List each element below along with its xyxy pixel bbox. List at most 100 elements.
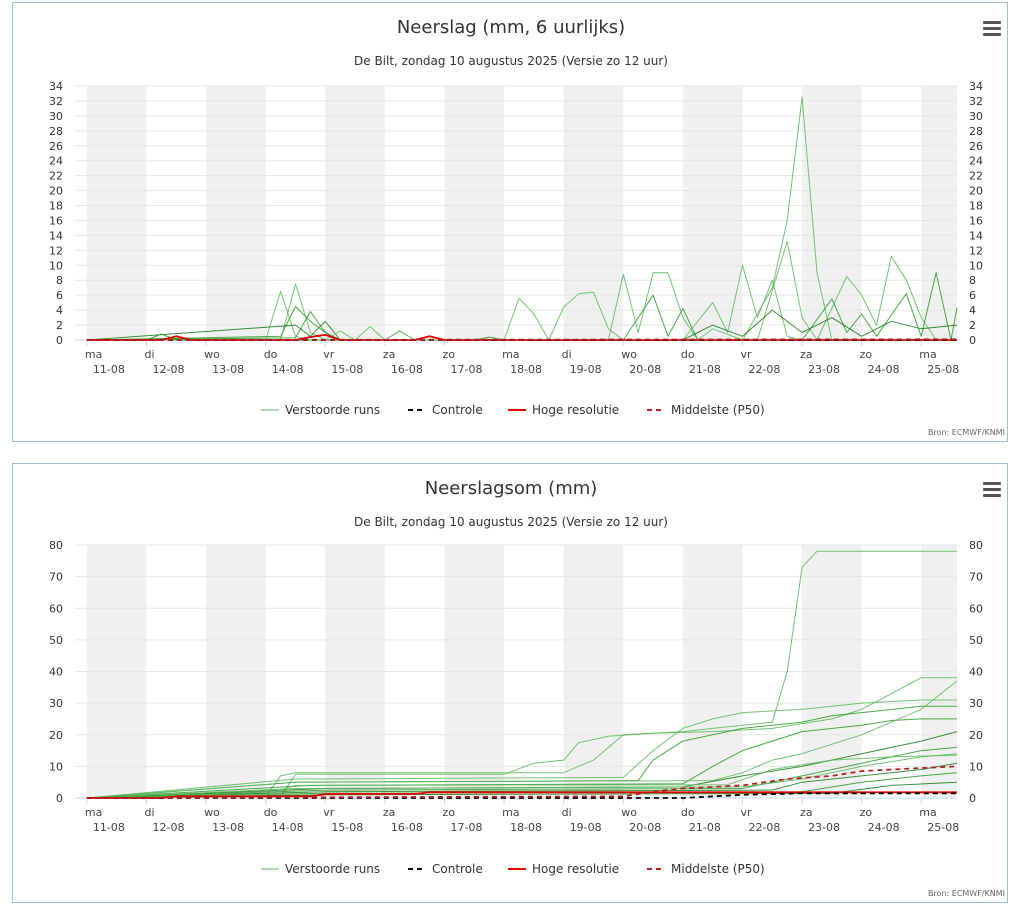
x-tick-date: 12-08 bbox=[153, 363, 185, 376]
x-tick-date: 18-08 bbox=[510, 821, 542, 834]
y-tick-label-left: 20 bbox=[49, 185, 63, 198]
chart-menu-icon[interactable] bbox=[983, 21, 1001, 36]
chart-panel-neerslagsom: Neerslagsom (mm) De Bilt, zondag 10 augus… bbox=[12, 463, 1008, 903]
y-tick-label-left: 6 bbox=[56, 289, 63, 302]
y-tick-label-right: 22 bbox=[969, 170, 983, 183]
chart-title: Neerslag (mm, 6 uurlijks) bbox=[397, 17, 625, 38]
y-tick-label-right: 4 bbox=[969, 304, 976, 317]
day-band bbox=[682, 86, 743, 340]
x-tick-day: ma bbox=[919, 806, 936, 819]
legend-label: Hoge resolutie bbox=[532, 403, 619, 417]
y-tick-label-right: 30 bbox=[969, 110, 983, 123]
x-tick-day: zo bbox=[442, 806, 455, 819]
y-tick-label-right: 32 bbox=[969, 95, 983, 108]
ensemble-member-line bbox=[801, 272, 958, 341]
y-tick-label-right: 10 bbox=[969, 259, 983, 272]
x-tick-date: 22-08 bbox=[748, 363, 780, 376]
y-tick-label-left: 16 bbox=[49, 214, 63, 227]
median-p50-line bbox=[86, 765, 958, 799]
y-tick-label-right: 12 bbox=[969, 244, 983, 257]
x-tick-day: do bbox=[264, 348, 278, 361]
legend-label: Hoge resolutie bbox=[532, 862, 619, 876]
y-tick-label-right: 26 bbox=[969, 140, 983, 153]
y-tick-label-left: 20 bbox=[49, 729, 63, 742]
x-tick-day: za bbox=[800, 348, 813, 361]
x-tick-date: 24-08 bbox=[868, 821, 900, 834]
y-tick-label-left: 10 bbox=[49, 760, 63, 773]
x-tick-day: do bbox=[264, 806, 278, 819]
median-p50-line bbox=[86, 338, 958, 341]
ensemble-member-line bbox=[86, 718, 957, 799]
ensemble-member-line bbox=[86, 753, 958, 799]
chart-panel-neerslag: Neerslag (mm, 6 uurlijks) De Bilt, zondag… bbox=[12, 2, 1008, 442]
y-tick-label-right: 60 bbox=[969, 602, 983, 615]
legend-verstoorde-runs: Verstoorde runs bbox=[261, 862, 380, 876]
x-tick-date: 19-08 bbox=[570, 821, 602, 834]
x-tick-date: 11-08 bbox=[93, 821, 125, 834]
x-tick-day: zo bbox=[442, 348, 455, 361]
y-tick-label-right: 70 bbox=[969, 571, 983, 584]
x-tick-date: 23-08 bbox=[808, 821, 840, 834]
x-tick-date: 13-08 bbox=[212, 821, 244, 834]
ensemble-member-line bbox=[86, 762, 958, 799]
y-tick-label-left: 40 bbox=[49, 666, 63, 679]
y-tick-label-right: 8 bbox=[969, 274, 976, 287]
x-tick-day: di bbox=[145, 348, 155, 361]
y-tick-label-left: 30 bbox=[49, 697, 63, 710]
ensemble-member-line bbox=[86, 746, 958, 799]
x-tick-date: 24-08 bbox=[868, 363, 900, 376]
x-tick-day: za bbox=[383, 806, 396, 819]
y-tick-label-left: 32 bbox=[49, 95, 63, 108]
day-band bbox=[802, 86, 862, 340]
y-tick-label-left: 22 bbox=[49, 170, 63, 183]
y-tick-label-left: 26 bbox=[49, 140, 63, 153]
x-tick-date: 25-08 bbox=[927, 821, 959, 834]
y-tick-label-right: 34 bbox=[969, 80, 983, 93]
x-tick-date: 17-08 bbox=[451, 821, 483, 834]
x-tick-day: ma bbox=[502, 348, 519, 361]
x-tick-day: ma bbox=[919, 348, 936, 361]
x-tick-date: 14-08 bbox=[272, 821, 304, 834]
y-tick-label-left: 0 bbox=[56, 792, 63, 805]
x-tick-day: ma bbox=[85, 806, 102, 819]
y-tick-label-right: 50 bbox=[969, 634, 983, 647]
x-tick-day: za bbox=[800, 806, 813, 819]
x-tick-day: di bbox=[145, 806, 155, 819]
x-tick-date: 25-08 bbox=[927, 363, 959, 376]
x-tick-day: zo bbox=[860, 806, 873, 819]
y-tick-label-right: 80 bbox=[969, 539, 983, 552]
y-tick-label-right: 24 bbox=[969, 155, 983, 168]
y-tick-label-left: 28 bbox=[49, 125, 63, 138]
x-tick-day: ma bbox=[85, 348, 102, 361]
chart-menu-icon[interactable] bbox=[983, 482, 1001, 497]
x-tick-date: 16-08 bbox=[391, 821, 423, 834]
cumulative-precipitation-chart: Neerslagsom (mm) De Bilt, zondag 10 augus… bbox=[49, 478, 1005, 898]
y-tick-label-left: 12 bbox=[49, 244, 63, 257]
y-tick-label-right: 30 bbox=[969, 697, 983, 710]
chart-title: Neerslagsom (mm) bbox=[425, 478, 598, 499]
x-tick-date: 12-08 bbox=[153, 821, 185, 834]
y-tick-label-right: 6 bbox=[969, 289, 976, 302]
legend-hoge-resolutie: Hoge resolutie bbox=[508, 862, 619, 876]
y-tick-label-left: 18 bbox=[49, 200, 63, 213]
x-tick-date: 15-08 bbox=[331, 363, 363, 376]
y-tick-label-left: 70 bbox=[49, 571, 63, 584]
x-tick-date: 22-08 bbox=[748, 821, 780, 834]
y-tick-label-right: 10 bbox=[969, 760, 983, 773]
source-credit: Bron: ECMWF/KNMI bbox=[928, 428, 1005, 437]
x-tick-day: do bbox=[681, 348, 695, 361]
x-tick-day: wo bbox=[204, 348, 220, 361]
legend-controle: Controle bbox=[408, 862, 483, 876]
legend-middelste: Middelste (P50) bbox=[647, 403, 765, 417]
x-tick-date: 11-08 bbox=[93, 363, 125, 376]
day-band bbox=[563, 86, 624, 340]
high-resolution-line bbox=[86, 333, 957, 341]
y-tick-label-left: 10 bbox=[49, 259, 63, 272]
x-tick-date: 14-08 bbox=[272, 363, 304, 376]
y-tick-label-left: 14 bbox=[49, 229, 63, 242]
x-tick-day: vr bbox=[323, 806, 335, 819]
legend-label: Controle bbox=[432, 403, 483, 417]
x-tick-day: zo bbox=[860, 348, 873, 361]
x-tick-date: 15-08 bbox=[331, 821, 363, 834]
y-tick-label-right: 20 bbox=[969, 185, 983, 198]
